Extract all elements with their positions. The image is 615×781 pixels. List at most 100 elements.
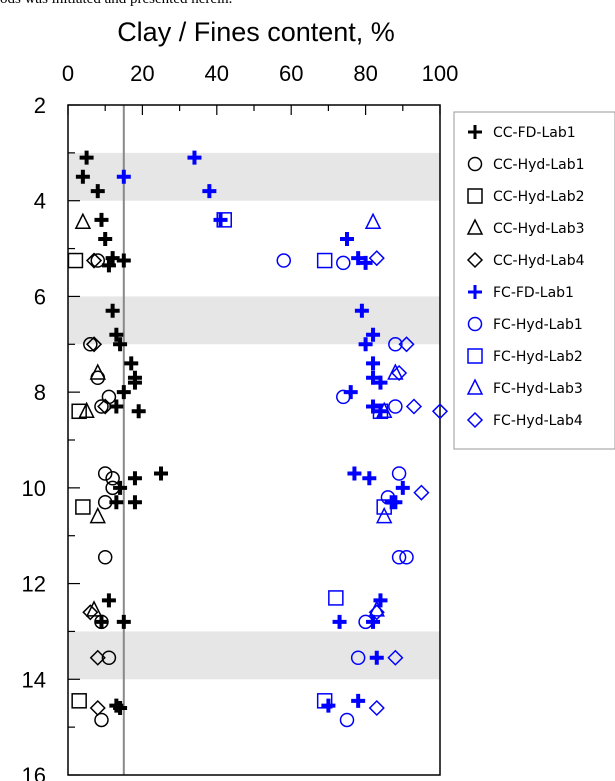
data-point xyxy=(375,506,393,524)
data-point xyxy=(127,375,142,390)
data-point xyxy=(79,150,94,165)
legend-label: FC-Hyd-Lab3 xyxy=(493,381,583,397)
legend-item: CC-Hyd-Lab3 xyxy=(466,218,585,237)
y-tick-label: 12 xyxy=(22,572,46,597)
data-point xyxy=(391,364,408,382)
data-point xyxy=(94,399,109,414)
legend-marker xyxy=(467,156,483,172)
data-point xyxy=(316,252,333,269)
data-point xyxy=(369,650,384,665)
data-point xyxy=(347,466,362,481)
legend-item: FC-Hyd-Lab2 xyxy=(467,348,583,365)
data-point xyxy=(351,251,366,266)
legend-marker xyxy=(467,348,483,364)
legend-label: FC-Hyd-Lab4 xyxy=(493,413,583,429)
legend-marker xyxy=(468,285,482,299)
data-point xyxy=(71,403,87,420)
legend-label: CC-Hyd-Lab4 xyxy=(493,253,585,269)
y-tick-label: 6 xyxy=(34,284,46,309)
data-point xyxy=(113,480,128,495)
data-point xyxy=(366,327,381,342)
series-cc-hyd-lab4 xyxy=(82,252,114,717)
series-fc-fd-lab1 xyxy=(116,150,410,713)
data-point xyxy=(83,337,98,352)
legend-label: CC-Hyd-Lab3 xyxy=(493,221,585,237)
legend-marker xyxy=(466,218,484,235)
legend-marker xyxy=(466,378,484,395)
data-point xyxy=(373,593,388,608)
data-point xyxy=(67,252,84,269)
data-point xyxy=(387,363,404,380)
data-point xyxy=(124,356,139,371)
data-point xyxy=(113,337,128,352)
data-point xyxy=(94,212,109,227)
data-point xyxy=(343,385,358,400)
data-point xyxy=(362,471,377,486)
data-point xyxy=(75,499,91,515)
data-point xyxy=(97,550,113,565)
data-point xyxy=(89,363,106,380)
data-point xyxy=(388,399,403,414)
data-point xyxy=(101,593,116,608)
data-point xyxy=(351,693,366,708)
x-tick-label: 20 xyxy=(130,61,154,86)
data-point xyxy=(85,336,103,353)
data-point xyxy=(78,401,95,419)
data-point xyxy=(82,604,99,621)
data-point xyxy=(340,232,354,246)
legend-label: FC-FD-Lab1 xyxy=(493,285,574,301)
data-point xyxy=(213,212,228,227)
data-point xyxy=(395,480,410,495)
legend-item: FC-Hyd-Lab4 xyxy=(466,411,583,429)
data-point xyxy=(131,404,146,419)
data-point xyxy=(336,255,351,271)
data-point xyxy=(368,699,385,717)
series-fc-hyd-lab2 xyxy=(216,212,392,709)
data-point xyxy=(431,403,449,420)
data-point xyxy=(399,550,414,565)
x-tick-label: 40 xyxy=(205,61,229,86)
data-point xyxy=(391,550,407,565)
data-point xyxy=(116,385,131,400)
data-point xyxy=(90,184,105,199)
series-cc-hyd-lab2 xyxy=(67,252,91,709)
data-point xyxy=(89,506,106,524)
data-point xyxy=(398,336,415,353)
data-point xyxy=(105,303,120,318)
legend-marker xyxy=(467,188,483,204)
data-point xyxy=(358,255,373,270)
legend-item: FC-FD-Lab1 xyxy=(468,285,574,301)
data-point xyxy=(339,712,355,728)
legend-item: CC-Hyd-Lab1 xyxy=(467,156,585,173)
series-fc-hyd-lab3 xyxy=(364,212,404,617)
data-points xyxy=(67,150,449,728)
legend-item: CC-Hyd-Lab4 xyxy=(466,251,585,269)
data-point xyxy=(187,150,202,165)
data-point xyxy=(387,649,404,666)
legend-label: FC-Hyd-Lab1 xyxy=(493,317,583,333)
x-tick-label: 80 xyxy=(353,61,377,86)
legend-item: CC-Hyd-Lab2 xyxy=(467,188,585,205)
data-point xyxy=(391,466,407,481)
data-point xyxy=(97,398,114,415)
data-point xyxy=(89,649,106,666)
data-point xyxy=(358,614,373,630)
data-point xyxy=(105,471,120,486)
x-tick-label: 0 xyxy=(62,61,74,86)
data-point xyxy=(366,614,381,629)
y-tick-label: 10 xyxy=(22,476,46,501)
data-point xyxy=(74,212,92,229)
data-point xyxy=(113,701,128,715)
x-tick-label: 100 xyxy=(422,61,459,86)
data-point xyxy=(380,490,396,505)
data-point xyxy=(105,480,120,496)
series-cc-hyd-lab3 xyxy=(74,212,106,617)
data-point xyxy=(97,494,113,510)
data-point xyxy=(354,303,369,318)
series-cc-fd-lab1 xyxy=(75,150,168,715)
x-axis-title: Clay / Fines content, % xyxy=(117,17,395,47)
legend-item: FC-Hyd-Lab3 xyxy=(466,378,583,397)
data-point xyxy=(116,253,131,268)
x-tick-label: 60 xyxy=(279,61,303,86)
